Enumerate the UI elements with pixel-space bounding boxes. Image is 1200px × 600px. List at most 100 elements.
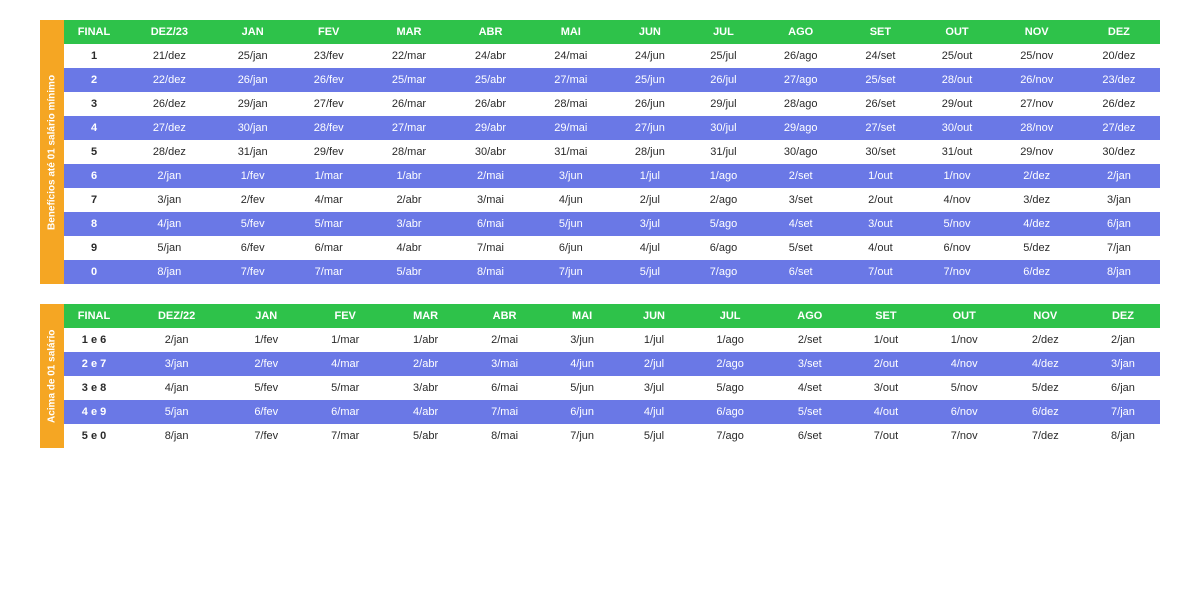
table1-side-label: Benefícios até 01 salário mínimo [40,20,64,284]
column-header: MAR [367,20,452,44]
row-date: 30/out [918,116,995,140]
row-date: 30/abr [451,140,529,164]
row-date: 1/out [848,328,923,352]
row-date: 26/dez [1078,92,1160,116]
row-date: 29/nov [996,140,1078,164]
row-date: 31/jul [688,140,759,164]
row-date: 29/abr [451,116,529,140]
row-date: 2/jan [1078,164,1160,188]
table-row: 62/jan1/fev1/mar1/abr2/mai3/jun1/jul1/ag… [64,164,1160,188]
row-date: 3/set [759,188,842,212]
row-date: 27/fev [291,92,367,116]
row-date: 2/mai [464,328,545,352]
row-date: 2/ago [688,188,759,212]
row-date: 3/set [771,352,848,376]
row-date: 25/out [918,44,995,68]
row-date: 3/mai [451,188,529,212]
row-final: 9 [64,236,124,260]
column-header: NOV [1005,304,1086,328]
row-date: 7/ago [688,260,759,284]
row-date: 5/nov [918,212,995,236]
column-header: JAN [229,304,303,328]
row-date: 3/jul [619,376,689,400]
row-date: 7/out [842,260,918,284]
column-header: FINAL [64,304,124,328]
row-date: 29/fev [291,140,367,164]
row-date: 22/mar [367,44,452,68]
row-date: 27/dez [124,116,215,140]
row-date: 2/mai [451,164,529,188]
row-date: 2/jan [1086,328,1160,352]
row-date: 27/set [842,116,918,140]
row-date: 8/mai [451,260,529,284]
row-date: 28/mar [367,140,452,164]
column-header: ABR [451,20,529,44]
row-date: 1/abr [387,328,464,352]
row-date: 2/dez [1005,328,1086,352]
row-date: 5/abr [387,424,464,448]
column-header: MAR [387,304,464,328]
row-date: 2/abr [387,352,464,376]
row-date: 3/jan [124,188,215,212]
table1-container: FINALDEZ/23JANFEVMARABRMAIJUNJULAGOSETOU… [64,20,1160,284]
row-date: 7/mar [303,424,387,448]
row-date: 8/jan [1078,260,1160,284]
row-date: 5/jun [545,376,619,400]
column-header: JUN [619,304,689,328]
row-date: 27/jun [612,116,688,140]
row-date: 3/out [848,376,923,400]
row-date: 28/jun [612,140,688,164]
row-date: 7/jun [530,260,612,284]
row-date: 7/fev [215,260,291,284]
row-date: 4/out [842,236,918,260]
row-date: 6/nov [924,400,1005,424]
column-header: FEV [291,20,367,44]
column-header: SET [842,20,918,44]
row-date: 7/fev [229,424,303,448]
row-date: 21/dez [124,44,215,68]
row-date: 4/nov [924,352,1005,376]
row-date: 4/set [759,212,842,236]
row-final: 4 [64,116,124,140]
row-date: 2/abr [367,188,452,212]
column-header: MAI [545,304,619,328]
column-header: FINAL [64,20,124,44]
row-date: 25/mar [367,68,452,92]
row-date: 6/mar [303,400,387,424]
row-date: 8/jan [124,260,215,284]
row-date: 27/nov [996,92,1078,116]
row-date: 25/jun [612,68,688,92]
row-final: 1 e 6 [64,328,124,352]
row-date: 7/jan [1086,400,1160,424]
column-header: AGO [771,304,848,328]
row-date: 1/ago [689,328,772,352]
row-date: 7/dez [1005,424,1086,448]
row-date: 5/dez [1005,376,1086,400]
row-date: 5/ago [689,376,772,400]
row-date: 8/jan [124,424,229,448]
row-date: 28/fev [291,116,367,140]
row-date: 28/out [918,68,995,92]
column-header: NOV [996,20,1078,44]
row-date: 31/mai [530,140,612,164]
table-row: 2 e 73/jan2/fev4/mar2/abr3/mai4/jun2/jul… [64,352,1160,376]
row-date: 2/jul [612,188,688,212]
column-header: JUL [688,20,759,44]
row-date: 5/nov [924,376,1005,400]
row-date: 25/set [842,68,918,92]
row-date: 20/dez [1078,44,1160,68]
row-date: 24/set [842,44,918,68]
row-date: 6/jun [530,236,612,260]
row-date: 4/dez [996,212,1078,236]
row-date: 3/abr [367,212,452,236]
column-header: JAN [215,20,291,44]
row-date: 4/dez [1005,352,1086,376]
row-date: 7/nov [924,424,1005,448]
row-date: 2/out [842,188,918,212]
row-final: 4 e 9 [64,400,124,424]
row-date: 5/jan [124,400,229,424]
table2-container: FINALDEZ/22JANFEVMARABRMAIJUNJULAGOSETOU… [64,304,1160,448]
column-header: DEZ [1086,304,1160,328]
row-date: 6/jan [1078,212,1160,236]
row-date: 6/mar [291,236,367,260]
